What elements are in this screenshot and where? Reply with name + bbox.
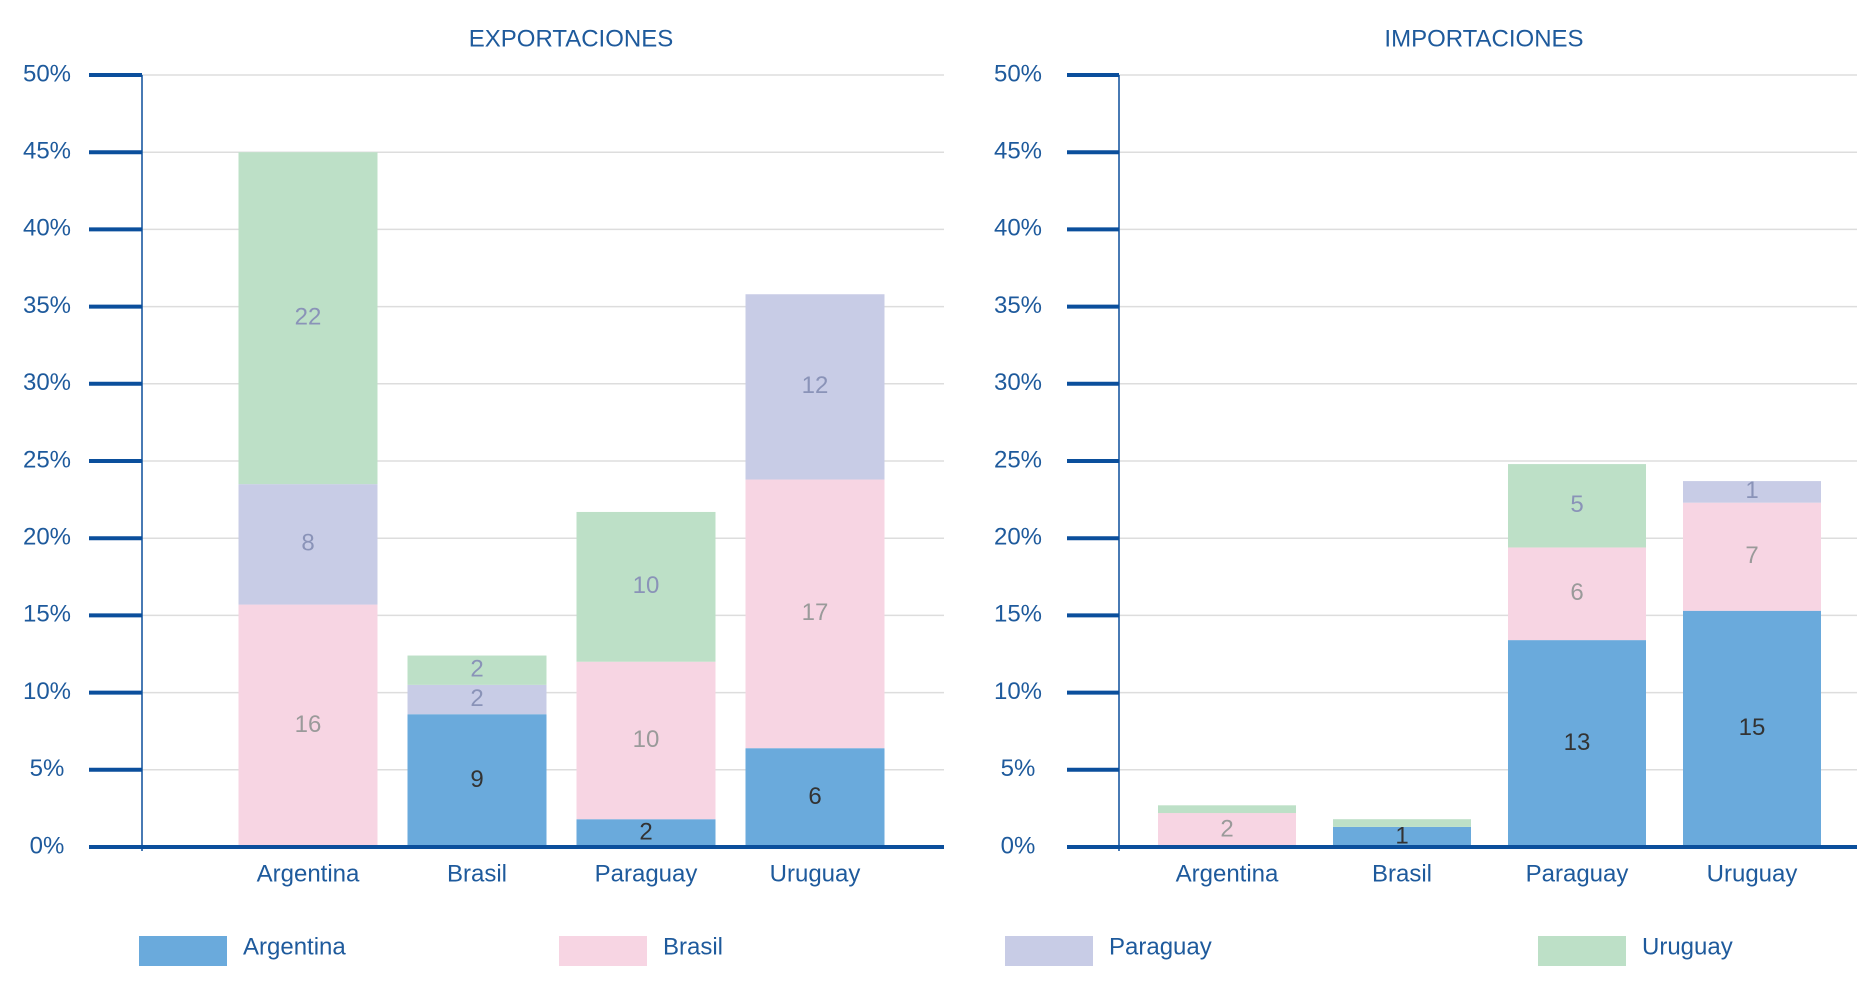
- bar-segment: [238, 152, 378, 485]
- chart-title: IMPORTACIONES: [1384, 25, 1583, 52]
- x-tick-label: Argentina: [1176, 860, 1279, 887]
- y-tick-label: 0%: [1001, 832, 1036, 859]
- y-tick-label: 35%: [994, 292, 1042, 319]
- legend-label: Uruguay: [1642, 933, 1733, 960]
- data-label: 13: [1564, 729, 1591, 756]
- data-label: 2: [470, 656, 483, 683]
- data-label: 8: [301, 530, 314, 557]
- data-label: 5: [1570, 491, 1583, 518]
- y-tick-label: 30%: [23, 369, 71, 396]
- bar-segment: [745, 294, 885, 480]
- bar-segment: [576, 511, 716, 662]
- data-label: 2: [470, 685, 483, 712]
- bar-segment: [1333, 819, 1471, 827]
- legend-swatch: [1005, 936, 1093, 966]
- bar-segment: [1683, 610, 1821, 847]
- data-label: 2: [1220, 815, 1233, 842]
- y-tick-label: 15%: [23, 601, 71, 628]
- bar-segment: [238, 604, 378, 847]
- legend-label: Paraguay: [1109, 933, 1212, 960]
- y-tick-label: 0%: [30, 832, 65, 859]
- y-tick-label: 10%: [23, 678, 71, 705]
- x-tick-label: Paraguay: [595, 860, 698, 887]
- data-label: 10: [633, 726, 660, 753]
- data-label: 12: [802, 372, 829, 399]
- y-tick-label: 20%: [23, 524, 71, 551]
- bar-segment: [238, 484, 378, 605]
- y-tick-label: 40%: [994, 215, 1042, 242]
- data-label: 22: [295, 304, 322, 331]
- y-tick-label: 45%: [994, 138, 1042, 165]
- x-tick-label: Uruguay: [1707, 860, 1798, 887]
- legend-swatch: [559, 936, 647, 966]
- y-tick-label: 20%: [994, 524, 1042, 551]
- bar-segment: [1333, 826, 1471, 847]
- x-tick-label: Brasil: [1372, 860, 1432, 887]
- x-tick-label: Argentina: [257, 860, 360, 887]
- y-tick-label: 15%: [994, 601, 1042, 628]
- bar-segment: [407, 655, 547, 685]
- y-tick-label: 5%: [30, 755, 65, 782]
- bar-segment: [576, 819, 716, 847]
- data-label: 10: [633, 572, 660, 599]
- y-tick-label: 30%: [994, 369, 1042, 396]
- legend-swatch: [139, 936, 227, 966]
- data-label: 6: [1570, 579, 1583, 606]
- data-label: 1: [1395, 822, 1408, 849]
- data-label: 2: [639, 818, 652, 845]
- y-tick-label: 50%: [23, 60, 71, 87]
- bar-segment: [576, 661, 716, 820]
- data-label: 15: [1739, 714, 1766, 741]
- bar-segment: [1508, 464, 1646, 548]
- data-label: 17: [802, 599, 829, 626]
- y-tick-label: 45%: [23, 138, 71, 165]
- bar-segment: [745, 748, 885, 847]
- bar-segment: [1158, 805, 1296, 814]
- bar-segment: [1683, 481, 1821, 503]
- y-tick-label: 25%: [23, 446, 71, 473]
- data-label: 6: [808, 783, 821, 810]
- x-tick-label: Uruguay: [770, 860, 861, 887]
- data-label: 16: [295, 711, 322, 738]
- y-tick-label: 35%: [23, 292, 71, 319]
- data-label: 9: [470, 766, 483, 793]
- x-tick-label: Brasil: [447, 860, 507, 887]
- bar-segment: [1683, 502, 1821, 611]
- y-tick-label: 25%: [994, 446, 1042, 473]
- bar-segment: [1508, 547, 1646, 641]
- legend-label: Brasil: [663, 933, 723, 960]
- chart-title: EXPORTACIONES: [469, 25, 674, 52]
- y-tick-label: 40%: [23, 215, 71, 242]
- y-tick-label: 10%: [994, 678, 1042, 705]
- legend-swatch: [1538, 936, 1626, 966]
- bar-segment: [407, 684, 547, 715]
- y-tick-label: 5%: [1001, 755, 1036, 782]
- legend-label: Argentina: [243, 933, 346, 960]
- data-label: 7: [1745, 542, 1758, 569]
- y-tick-label: 50%: [994, 60, 1042, 87]
- x-tick-label: Paraguay: [1526, 860, 1629, 887]
- data-label: 1: [1745, 477, 1758, 504]
- bar-segment: [1508, 640, 1646, 847]
- bar-segment: [407, 714, 547, 847]
- bar-segment: [1158, 813, 1296, 847]
- bar-segment: [745, 479, 885, 749]
